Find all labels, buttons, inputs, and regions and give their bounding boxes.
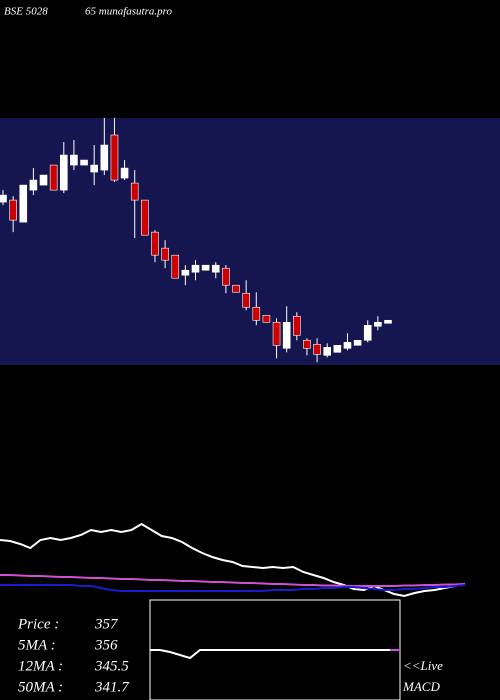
candle-body — [49, 164, 58, 191]
candle-body — [303, 339, 311, 349]
stat-label: 12MA : — [18, 658, 63, 674]
macd-label: <<Live — [403, 658, 443, 673]
stat-value: 341.7 — [94, 679, 130, 695]
candle-body — [384, 319, 392, 324]
chart-title: BSE 5028 — [4, 6, 48, 18]
candle-body — [0, 194, 7, 203]
candle-body — [191, 264, 200, 273]
macd-label: MACD — [402, 679, 440, 694]
candle-body — [272, 321, 281, 346]
stat-value: 345.5 — [94, 658, 129, 674]
candle-body — [211, 264, 220, 273]
series-line — [150, 649, 400, 660]
candle-body — [141, 199, 149, 236]
series-line — [0, 574, 466, 587]
candle-body — [9, 199, 17, 221]
candle-body — [120, 167, 129, 179]
candle-body — [242, 292, 250, 308]
candle-body — [19, 184, 28, 223]
candle-body — [70, 154, 78, 166]
stat-label: Price : — [17, 616, 59, 632]
candle-body — [100, 144, 109, 171]
candle-body — [59, 154, 68, 191]
price-panel — [0, 118, 500, 365]
candle-body — [130, 182, 139, 201]
candle-body — [363, 324, 372, 341]
candle-body — [110, 134, 119, 181]
candle-body — [353, 339, 362, 346]
candle-body — [374, 321, 382, 327]
candle-body — [232, 284, 240, 293]
candle-body — [222, 267, 230, 286]
candle-body — [252, 306, 261, 321]
candle-body — [333, 345, 342, 353]
series-line — [0, 522, 466, 598]
chart-subtitle: 65 munafasutra.pro — [85, 6, 172, 18]
candle-body — [29, 179, 38, 191]
candle-body — [293, 315, 301, 336]
candle-body — [80, 159, 88, 166]
candle-body — [181, 269, 190, 276]
candle-body — [201, 264, 210, 271]
stat-value: 356 — [94, 637, 118, 653]
candle-body — [90, 164, 98, 173]
candle-body — [262, 314, 271, 323]
candle-body — [343, 342, 352, 349]
candle-body — [313, 344, 321, 355]
stat-label: 5MA : — [18, 637, 56, 653]
candle-body — [161, 247, 169, 261]
series-line — [0, 584, 466, 592]
candle-body — [171, 254, 180, 279]
candle-body — [151, 231, 159, 256]
candle-body — [282, 321, 291, 349]
candle-body — [39, 174, 48, 186]
candle-body — [323, 347, 332, 356]
stat-label: 50MA : — [18, 679, 63, 695]
stat-value: 357 — [94, 616, 119, 632]
